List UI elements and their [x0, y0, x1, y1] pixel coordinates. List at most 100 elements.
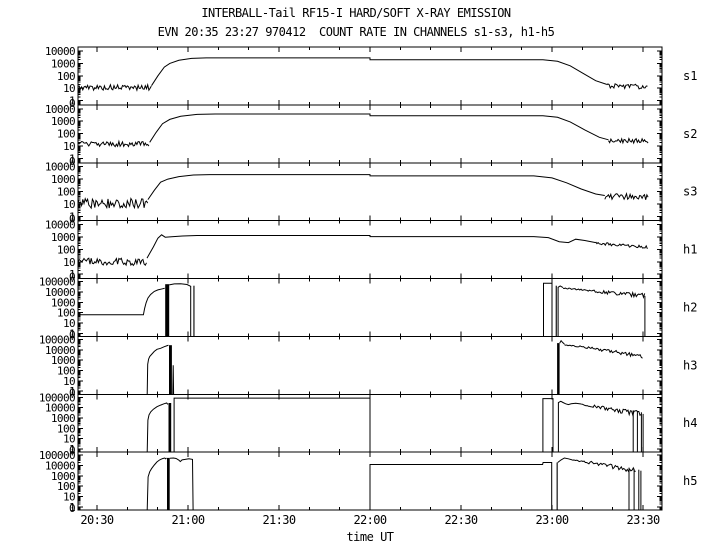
y-tick-label: 10: [63, 82, 75, 95]
trace-s3: [147, 174, 605, 200]
y-tick-label: 10000: [45, 219, 75, 232]
y-tick-label: 1000: [51, 115, 75, 128]
trace-s2-noise: [608, 137, 649, 145]
y-tick-label: 10000: [45, 402, 75, 415]
trace-s1-noise: [77, 82, 152, 92]
y-tick-label: 100000: [39, 334, 75, 347]
channel-label-s1: s1: [683, 69, 697, 83]
trace-h5-dropout-bar: [167, 457, 170, 510]
trace-h5: [369, 462, 553, 510]
y-tick-label: 1: [69, 501, 75, 514]
trace-h3-dropout-bar: [557, 343, 560, 395]
x-axis-label: time UT: [346, 530, 394, 544]
y-tick-label: 1: [69, 443, 75, 456]
trace-h5-dropout-bar: [633, 468, 635, 510]
y-tick-label: 0: [69, 444, 75, 457]
trace-h4: [173, 397, 371, 453]
y-tick-label: 100: [57, 128, 75, 141]
trace-h4: [542, 398, 554, 453]
y-tick-label: 0: [69, 386, 75, 399]
trace-h2: [78, 287, 165, 316]
y-tick-label: 1: [69, 152, 75, 165]
y-tick-label: 1: [69, 268, 75, 281]
y-tick-label: 10: [63, 198, 75, 211]
trace-s3-noise: [77, 197, 149, 210]
y-tick-label: 1000: [51, 354, 75, 367]
trace-h4: [146, 402, 169, 453]
y-tick-label: 100000: [39, 449, 75, 462]
panel-frame-s3: [77, 162, 663, 222]
y-tick-label: 100: [57, 365, 75, 378]
y-tick-label: 100000: [39, 391, 75, 404]
trace-h5-dropout-bar: [638, 469, 640, 510]
trace-h5: [169, 457, 194, 511]
panel-frame-s1: [77, 46, 663, 106]
y-tick-label: 1000: [51, 296, 75, 309]
trace-h2: [543, 282, 553, 337]
y-tick-label: 1: [69, 95, 75, 108]
y-tick-label: 100: [57, 307, 75, 320]
panel-frame-h3: [77, 335, 663, 395]
y-tick-label: 1000: [51, 57, 75, 70]
trace-s2: [149, 113, 609, 143]
channel-label-s2: s2: [683, 127, 697, 141]
y-tick-label: 1: [69, 385, 75, 398]
y-tick-label: 100: [57, 243, 75, 256]
trace-h3: [146, 344, 169, 395]
x-tick-label: 23:30: [627, 513, 660, 527]
y-tick-label: 1000: [51, 470, 75, 483]
trace-h5: [557, 457, 573, 463]
trace-h2-dropout-bar: [193, 285, 195, 337]
trace-h5: [146, 457, 167, 511]
y-tick-label: 100: [57, 186, 75, 199]
y-tick-label: 0: [69, 271, 75, 284]
trace-h5-dropout-bar: [556, 462, 558, 510]
trace-h4-dropout-bar: [168, 403, 172, 453]
y-tick-label: 0: [69, 213, 75, 226]
y-tick-label: 10: [63, 375, 75, 388]
trace-h3-dropout-bar: [169, 345, 172, 395]
channel-label-h2: h2: [683, 300, 697, 314]
y-tick-label: 10: [63, 256, 75, 269]
trace-s2-noise: [77, 139, 150, 148]
trace-h2-noise: [562, 287, 646, 300]
panel-frame-h1: [77, 220, 663, 280]
trace-h2-dropout-bar: [165, 284, 170, 337]
trace-s1-noise: [606, 83, 648, 90]
y-tick-label: 1000: [51, 231, 75, 244]
trace-h3-noise: [564, 344, 643, 359]
y-tick-label: 10000: [45, 161, 75, 174]
y-tick-label: 10000: [45, 286, 75, 299]
trace-h3: [172, 365, 175, 395]
y-tick-label: 1000: [51, 173, 75, 186]
trace-h4-dropout-bar: [632, 410, 634, 453]
x-tick-label: 21:00: [171, 513, 204, 527]
chart-subtitle: EVN 20:35 23:27 970412 COUNT RATE IN CHA…: [157, 25, 555, 39]
trace-h3: [559, 339, 565, 345]
trace-h5-noise: [572, 459, 636, 473]
x-tick-label: 23:00: [535, 513, 568, 527]
trace-h4-dropout-bar: [636, 411, 638, 453]
x-tick-label: 22:00: [353, 513, 386, 527]
trace-h2: [557, 285, 564, 337]
trace-h1-noise: [77, 257, 147, 267]
x-tick-label: 20:30: [80, 513, 113, 527]
y-tick-label: 0: [69, 155, 75, 168]
y-tick-label: 100: [57, 422, 75, 435]
channel-label-h5: h5: [683, 474, 697, 488]
y-tick-label: 10: [63, 491, 75, 504]
x-axis: 20:30 21:00 21:30 22:00 22:30 23:00 23:30: [80, 513, 660, 527]
x-tick-label: 22:30: [444, 513, 477, 527]
y-tick-label: 1: [69, 210, 75, 223]
trace-s3-noise: [604, 191, 649, 201]
